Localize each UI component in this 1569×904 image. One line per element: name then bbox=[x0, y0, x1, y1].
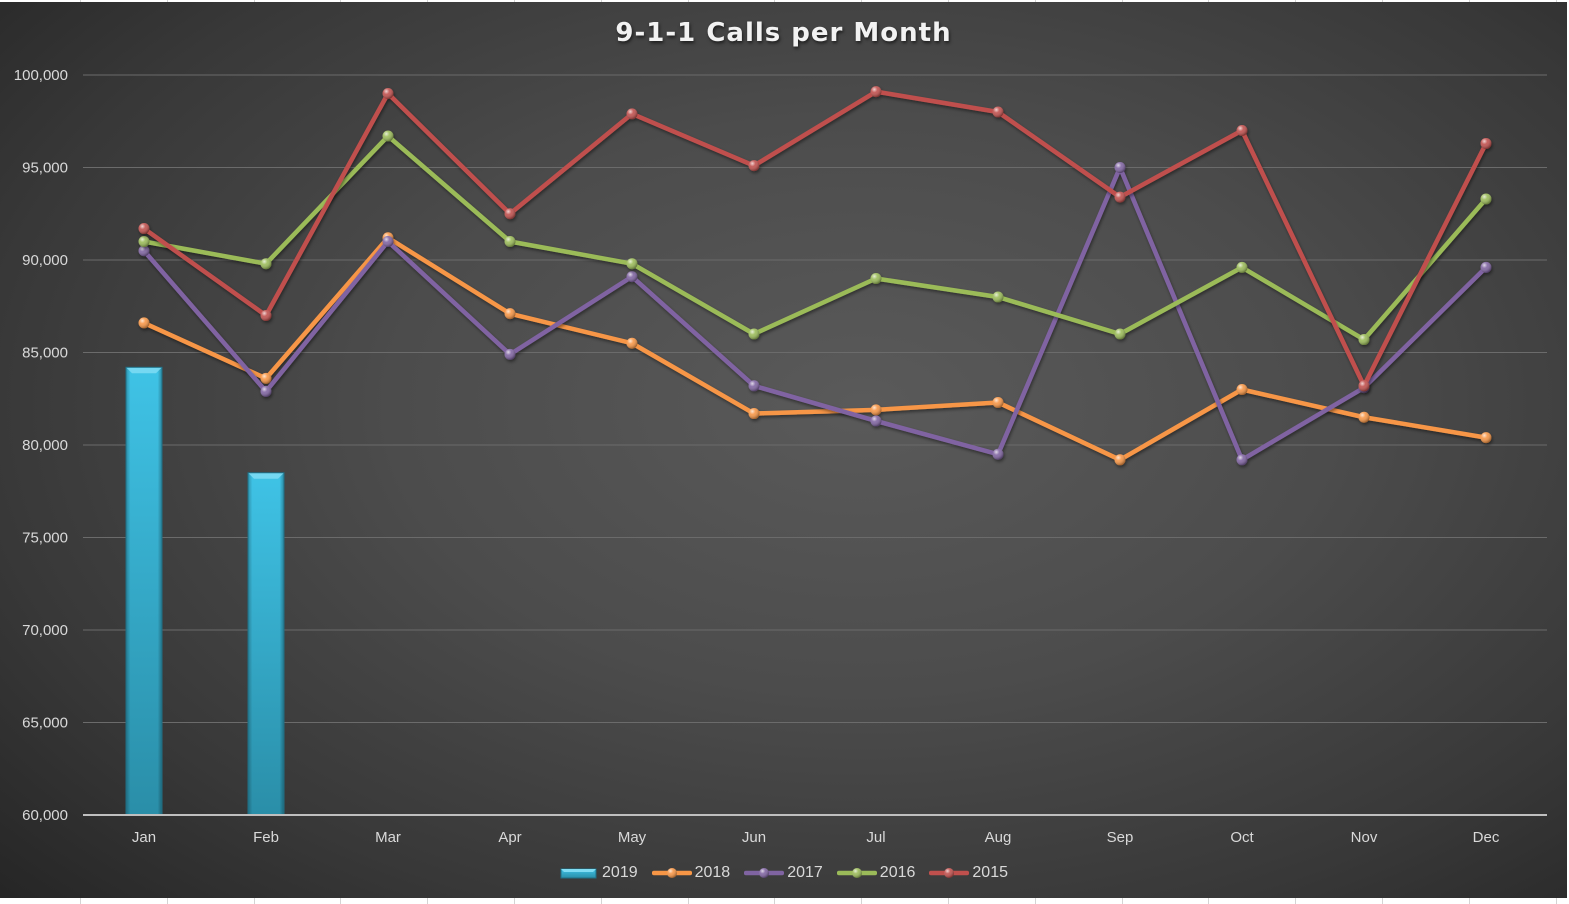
sheet-column-divider bbox=[948, 898, 949, 904]
legend-item-2016[interactable]: 2016 bbox=[836, 864, 916, 882]
y-axis-labels: 60,000 65,000 70,000 75,000 80,000 85,000 90,0… bbox=[14, 67, 68, 824]
sheet-column-divider bbox=[1295, 898, 1296, 904]
sheet-column-divider bbox=[774, 0, 775, 2]
sheet-column-divider bbox=[1035, 0, 1036, 2]
legend-label: 2015 bbox=[972, 864, 1008, 881]
legend-item-2018[interactable]: 2018 bbox=[651, 864, 731, 882]
y-tick-label: 80,000 bbox=[22, 437, 68, 454]
sheet-column-divider bbox=[254, 0, 255, 2]
sheet-column-divider bbox=[340, 0, 341, 2]
sheet-column-divider bbox=[601, 898, 602, 904]
x-tick-label: Jan bbox=[132, 829, 156, 846]
x-tick-label: Nov bbox=[1351, 829, 1378, 846]
sheet-column-divider bbox=[688, 898, 689, 904]
sheet-column-divider bbox=[254, 898, 255, 904]
x-tick-label: Apr bbox=[498, 829, 521, 846]
sheet-column-divider bbox=[1556, 898, 1557, 904]
sheet-column-divider bbox=[80, 0, 81, 2]
sheet-column-divider bbox=[340, 898, 341, 904]
sheet-column-divider bbox=[601, 0, 602, 2]
sheet-column-divider bbox=[1469, 898, 1470, 904]
line-marker-swatch-icon bbox=[651, 868, 692, 878]
x-tick-label: Jul bbox=[866, 829, 885, 846]
sheet-column-divider bbox=[1382, 0, 1383, 2]
y-tick-label: 100,000 bbox=[14, 67, 68, 84]
line-marker-swatch-icon bbox=[929, 868, 970, 878]
sheet-column-divider bbox=[861, 0, 862, 2]
sheet-column-divider bbox=[688, 0, 689, 2]
sheet-column-divider bbox=[1035, 898, 1036, 904]
line-series-2016[interactable] bbox=[138, 130, 1492, 346]
sheet-column-divider bbox=[80, 898, 81, 904]
legend-label: 2018 bbox=[694, 864, 731, 881]
sheet-column-divider bbox=[948, 0, 949, 2]
chart-title: 9-1-1 Calls per Month bbox=[615, 18, 952, 48]
legend-label: 2016 bbox=[879, 864, 916, 881]
line-marker-swatch-icon bbox=[836, 868, 877, 878]
line-series[interactable] bbox=[138, 86, 1492, 466]
line-series-2017[interactable] bbox=[138, 162, 1492, 466]
sheet-column-divider bbox=[167, 898, 168, 904]
sheet-column-divider bbox=[1122, 0, 1123, 2]
x-tick-label: Oct bbox=[1230, 829, 1254, 846]
bar-swatch-icon bbox=[560, 868, 597, 879]
y-gridlines bbox=[83, 74, 1547, 723]
legend-item-2015[interactable]: 2015 bbox=[929, 864, 1008, 882]
chart-legend: 2019 2018 2017 2016 2015 bbox=[0, 864, 1567, 882]
legend-item-2019[interactable]: 2019 bbox=[559, 864, 638, 882]
x-tick-label: Dec bbox=[1473, 829, 1500, 846]
sheet-column-divider bbox=[167, 0, 168, 2]
sheet-column-divider bbox=[1122, 898, 1123, 904]
y-tick-label: 60,000 bbox=[22, 807, 68, 824]
sheet-column-divider bbox=[1469, 0, 1470, 2]
sheet-column-divider bbox=[774, 898, 775, 904]
x-tick-label: Sep bbox=[1107, 829, 1134, 846]
y-tick-label: 65,000 bbox=[22, 715, 68, 732]
line-marker-swatch-icon bbox=[744, 868, 785, 878]
x-axis-labels: Jan Feb Mar Apr May Jun Jul Aug Sep Oct Nov Dec bbox=[132, 829, 1500, 846]
sheet-column-divider bbox=[1382, 898, 1383, 904]
x-tick-label: Mar bbox=[375, 829, 401, 846]
y-tick-label: 70,000 bbox=[22, 622, 68, 639]
bar-2019-feb[interactable] bbox=[247, 472, 285, 816]
y-tick-label: 75,000 bbox=[22, 530, 68, 547]
y-tick-label: 95,000 bbox=[22, 160, 68, 177]
x-tick-label: Jun bbox=[742, 829, 766, 846]
sheet-column-divider bbox=[1295, 0, 1296, 2]
sheet-column-divider bbox=[427, 0, 428, 2]
x-tick-label: Aug bbox=[985, 829, 1012, 846]
sheet-column-divider bbox=[514, 898, 515, 904]
sheet-column-divider bbox=[1556, 0, 1557, 2]
y-tick-label: 90,000 bbox=[22, 252, 68, 269]
x-tick-label: Feb bbox=[253, 829, 279, 846]
sheet-column-divider bbox=[861, 898, 862, 904]
sheet-column-divider bbox=[1208, 898, 1209, 904]
legend-label: 2019 bbox=[602, 864, 638, 881]
bar-series-2019[interactable] bbox=[125, 366, 285, 816]
legend-label: 2017 bbox=[787, 864, 823, 881]
line-series-2015[interactable] bbox=[138, 86, 1492, 392]
sheet-column-divider bbox=[514, 0, 515, 2]
x-tick-label: May bbox=[618, 829, 647, 846]
legend-item-2017[interactable]: 2017 bbox=[744, 864, 823, 882]
sheet-column-divider bbox=[427, 898, 428, 904]
bar-2019-jan[interactable] bbox=[125, 366, 163, 816]
sheet-column-divider bbox=[1208, 0, 1209, 2]
line-series-2018[interactable] bbox=[138, 232, 1492, 466]
y-tick-label: 85,000 bbox=[22, 345, 68, 362]
